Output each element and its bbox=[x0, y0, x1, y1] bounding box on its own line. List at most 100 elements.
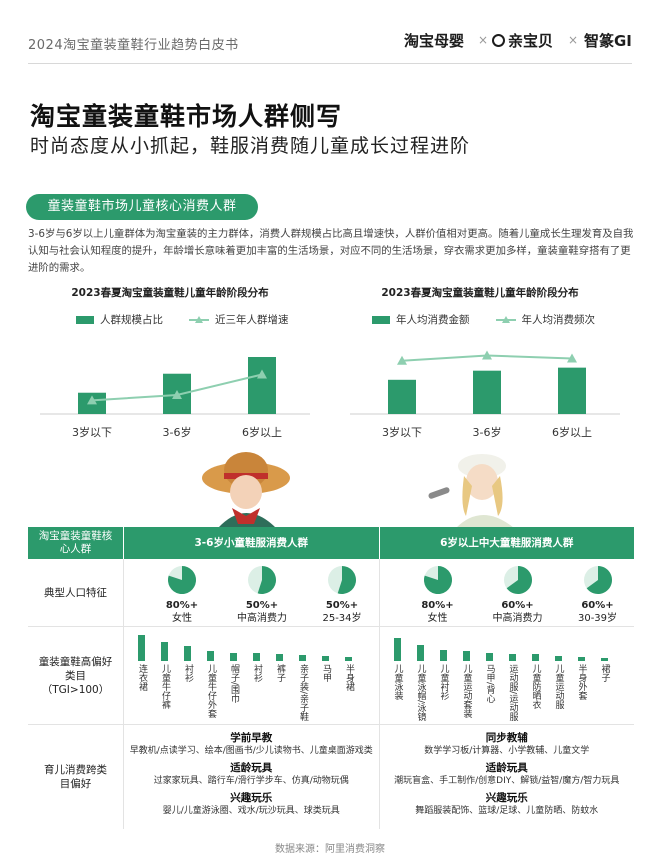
preference-bar bbox=[138, 635, 145, 661]
row-label-population: 典型人口特征 bbox=[28, 559, 124, 626]
chart2-plot: 3岁以下 3-6岁 6岁以上 bbox=[350, 350, 620, 439]
population-stat: 80%+ 女性 bbox=[398, 565, 478, 625]
cross-group-title: 学前早教 bbox=[230, 732, 273, 744]
preference-bar bbox=[600, 658, 608, 661]
cross-group-title: 适龄玩具 bbox=[485, 762, 528, 774]
preference-bar bbox=[393, 638, 401, 661]
preference-category-label: 儿童牛仔裤 bbox=[160, 664, 170, 709]
preference-bar bbox=[554, 656, 562, 661]
preference-bar bbox=[485, 653, 493, 661]
qinbaobei-logo-icon bbox=[492, 34, 505, 47]
cross-group-title: 兴趣玩乐 bbox=[230, 792, 273, 804]
cross-group-title: 兴趣玩乐 bbox=[485, 792, 528, 804]
line-marker-3岁以下 bbox=[397, 355, 407, 365]
chart1-title: 2023春夏淘宝童装童鞋儿童年龄阶段分布 bbox=[71, 287, 269, 299]
preference-category-label: 裙子 bbox=[599, 664, 610, 682]
preference-bar bbox=[299, 655, 306, 661]
population-pct: 80%+ bbox=[421, 600, 454, 611]
row-label-preference: 童装童鞋高偏好类目（TGI>100） bbox=[28, 627, 124, 724]
preference-bar bbox=[439, 650, 447, 661]
preference-category-label: 衬衫 bbox=[183, 664, 193, 682]
cross-group-text: 潮玩盲盒、手工制作/创意DIY、解锁/益智/魔方/智力玩具 bbox=[394, 776, 620, 786]
bar-6岁以上 bbox=[558, 367, 586, 414]
cross-group-text: 过家家玩具、踏行车/滑行学步车、仿真/动物玩偶 bbox=[153, 776, 349, 786]
preference-category-label: 半身外套 bbox=[576, 664, 587, 700]
preference-bar bbox=[184, 646, 191, 661]
population-stat: 60%+ 中高消费力 bbox=[478, 565, 558, 625]
line-marker-6岁以上 bbox=[567, 353, 577, 363]
pie-icon bbox=[583, 566, 612, 594]
cross-group-title: 同步教辅 bbox=[485, 732, 528, 744]
child-photo-cap-girl bbox=[428, 454, 514, 528]
preference-category-label: 儿童泳装 bbox=[392, 664, 403, 700]
population-stat: 50%+ 25-34岁 bbox=[302, 565, 382, 625]
legend-bar-swatch bbox=[372, 315, 390, 324]
qinbaobei-label: 亲宝贝 bbox=[508, 32, 554, 50]
intro-paragraph: 3-6岁与6岁以上儿童群体为淘宝童装的主力群体，消费人群规模占比高且增速快，人群… bbox=[28, 228, 634, 274]
header-divider bbox=[28, 63, 632, 64]
bar-3-6岁 bbox=[473, 370, 501, 414]
x-tick-label: 3-6岁 bbox=[163, 425, 192, 439]
x-tick-label: 3岁以下 bbox=[72, 425, 112, 439]
population-pct: 60%+ bbox=[581, 600, 614, 611]
population-label: 中高消费力 bbox=[492, 613, 543, 624]
row-label-cross: 育儿消费跨类目偏好 bbox=[28, 725, 124, 829]
preference-category-label: 裤子 bbox=[275, 664, 285, 682]
preference-category-label: 马甲 bbox=[321, 664, 331, 682]
preference-bar bbox=[462, 651, 470, 661]
preference-category-label: 马甲/背心 bbox=[484, 664, 495, 704]
preference-bar bbox=[276, 654, 283, 661]
population-cell-6plus: 80%+ 女性 60%+ 中高消费力 60%+ 30-39岁 bbox=[378, 559, 635, 626]
bar-3岁以下 bbox=[388, 379, 416, 414]
line-marker-3-6岁 bbox=[172, 390, 182, 399]
table-row-preference: 童装童鞋高偏好类目（TGI>100） 连衣裙 儿童牛仔裤 衬衫 儿童牛仔外套 帽子/围巾… bbox=[28, 627, 634, 725]
brand-zhizhuan: 智篆GI bbox=[584, 32, 632, 50]
chart1-plot: 3岁以下 3-6岁 6岁以上 bbox=[40, 357, 310, 439]
chart2-legend: 年人均消费金额 年人均消费频次 bbox=[372, 312, 595, 327]
cross-group-text: 婴儿/儿童游泳圈、戏水/玩沙玩具、球类玩具 bbox=[162, 806, 340, 816]
population-pct: 50%+ bbox=[245, 600, 279, 611]
cross-cell-6plus: 同步教辅 数学学习板/计算器、小学教辅、儿童文学 适龄玩具 潮玩盲盒、手工制作/… bbox=[378, 725, 635, 829]
legend-line-swatch bbox=[189, 315, 209, 323]
persona-table: 淘宝童装童鞋核心人群 3-6岁小童鞋服消费人群 6岁以上中大童鞋服消费人群 典型… bbox=[28, 527, 634, 829]
table-header: 淘宝童装童鞋核心人群 3-6岁小童鞋服消费人群 6岁以上中大童鞋服消费人群 bbox=[28, 527, 634, 559]
preference-category-label: 运动服/运动服 bbox=[507, 664, 518, 722]
line-marker-3-6岁 bbox=[482, 350, 492, 360]
column-header-6plus: 6岁以上中大童鞋服消费人群 bbox=[378, 527, 635, 559]
legend-label: 近三年人群增速 bbox=[215, 314, 289, 326]
preference-bar bbox=[207, 651, 214, 661]
column-header-3-6: 3-6岁小童鞋服消费人群 bbox=[194, 536, 308, 549]
preference-bar bbox=[161, 642, 168, 661]
page-title: 淘宝童装童鞋市场人群侧写 bbox=[30, 102, 343, 131]
line-marker-6岁以上 bbox=[257, 369, 267, 379]
population-pct: 80%+ bbox=[165, 600, 199, 611]
legend-label: 年人均消费金额 bbox=[396, 314, 470, 326]
preference-bar bbox=[322, 656, 329, 661]
x-tick-label: 3岁以下 bbox=[382, 425, 422, 439]
cross-cell-3-6: 学前早教 早教机/点读学习、绘本/图画书/少儿读物书、儿童桌面游戏类 适龄玩具 … bbox=[124, 725, 379, 829]
preference-category-label: 亲子装/亲子鞋 bbox=[298, 664, 308, 722]
pie-icon bbox=[503, 566, 532, 594]
legend-label: 年人均消费频次 bbox=[521, 314, 596, 326]
population-pct: 60%+ bbox=[501, 600, 534, 611]
table-corner-label: 淘宝童装童鞋核心人群 bbox=[28, 527, 124, 559]
section-pill: 童装童鞋市场儿童核心消费人群 bbox=[26, 194, 258, 220]
brand-separator: × bbox=[568, 33, 579, 47]
table-row-cross: 育儿消费跨类目偏好 学前早教 早教机/点读学习、绘本/图画书/少儿读物书、儿童桌… bbox=[28, 725, 634, 829]
x-tick-label: 6岁以上 bbox=[242, 425, 282, 439]
preference-category-label: 半身裙 bbox=[344, 664, 354, 691]
preference-bar bbox=[253, 653, 260, 661]
preference-bar bbox=[230, 653, 237, 661]
line-marker-3岁以下 bbox=[87, 395, 97, 405]
pie-icon bbox=[328, 566, 356, 594]
preference-bar bbox=[531, 654, 539, 661]
cross-group-title: 适龄玩具 bbox=[230, 762, 273, 774]
preference-cell-3-6: 连衣裙 儿童牛仔裤 衬衫 儿童牛仔外套 帽子/围巾 衬衫 裤子 亲子装/亲子鞋 马甲 半身裙 bbox=[124, 627, 379, 724]
population-pct: 50%+ bbox=[325, 600, 359, 611]
cross-group-text: 舞蹈服装配饰、篮球/足球、儿童防晒、防蚊水 bbox=[415, 806, 599, 816]
population-cell-3-6: 80%+ 女性 50%+ 中高消费力 50%+ 25-34岁 bbox=[124, 559, 379, 626]
cross-group-text: 早教机/点读学习、绘本/图画书/少儿读物书、儿童桌面游戏类 bbox=[129, 746, 373, 756]
population-label: 30-39岁 bbox=[577, 613, 618, 624]
population-label: 25-34岁 bbox=[322, 613, 362, 624]
bar-6岁以上 bbox=[248, 357, 276, 414]
